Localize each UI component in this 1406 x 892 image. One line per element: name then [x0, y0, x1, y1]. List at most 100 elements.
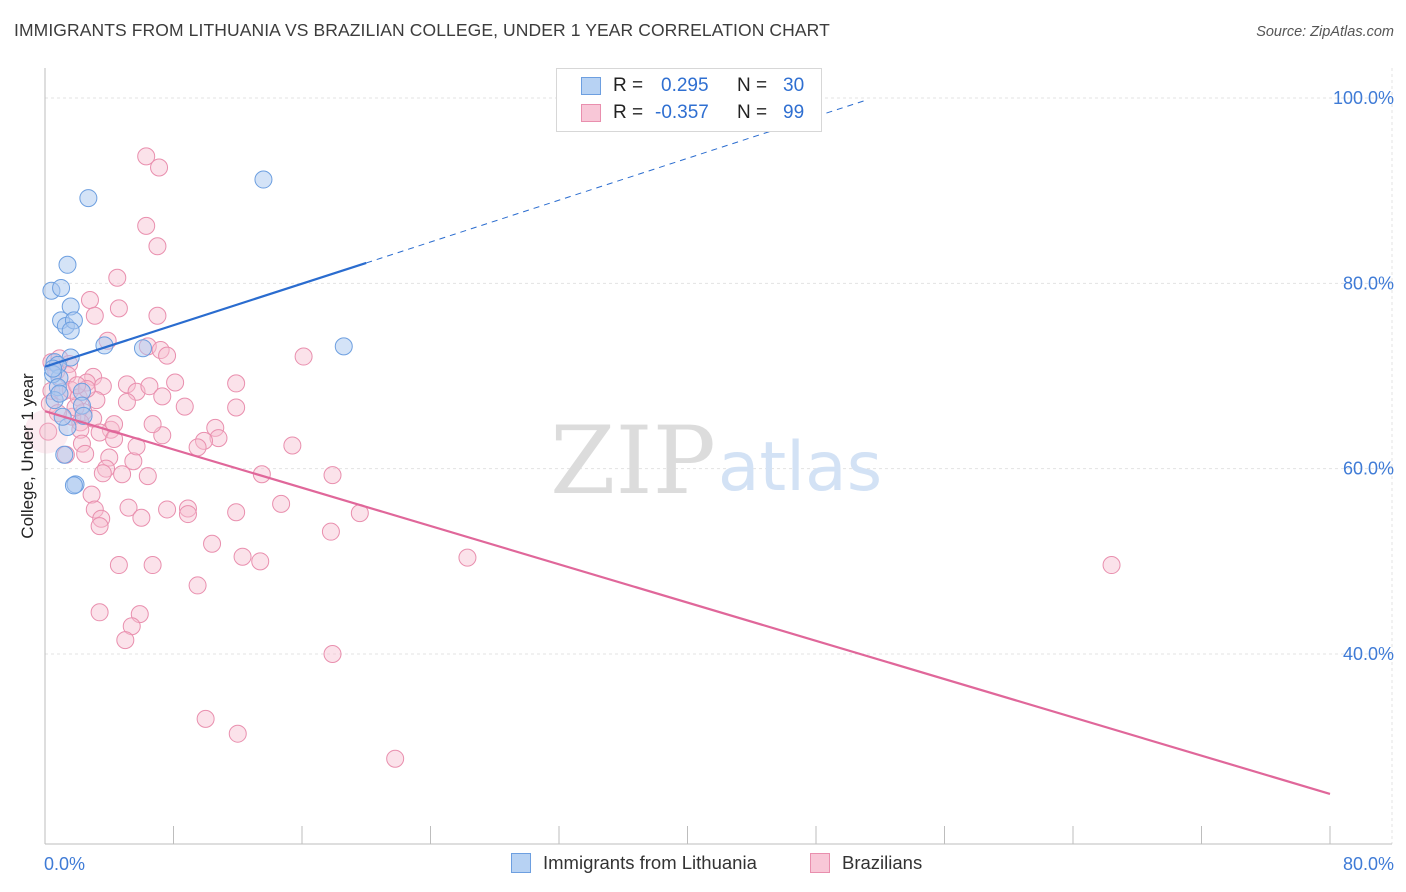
lithuania-point — [44, 359, 63, 378]
lithuania-point — [254, 170, 273, 189]
brazilians-point — [137, 147, 156, 166]
brazilians-point — [117, 392, 136, 411]
brazilians-point — [113, 465, 132, 484]
brazilians-point — [117, 375, 136, 394]
lithuania-point — [52, 278, 71, 297]
brazilians-point — [158, 500, 177, 519]
brazilians-point — [143, 556, 162, 575]
brazilians-point — [108, 268, 127, 287]
lithuania-point — [334, 337, 353, 356]
brazilians-point — [386, 749, 405, 768]
brazilians-point — [148, 237, 167, 256]
brazilians-point — [92, 509, 111, 528]
brazilians-point — [188, 576, 207, 595]
lithuania-point — [61, 321, 80, 340]
brazilians-point — [109, 299, 128, 318]
n-value: 30 — [783, 75, 805, 96]
brazilians-point — [188, 438, 207, 457]
brazilians-point — [178, 499, 197, 518]
brazilians-point — [85, 306, 104, 325]
n-value: 99 — [783, 102, 805, 123]
legend-swatch-blue — [511, 853, 531, 873]
lithuania-point — [79, 189, 98, 208]
brazilians-point — [85, 500, 104, 519]
grid-lines — [45, 68, 1393, 844]
watermark-zip: ZIP — [550, 407, 716, 516]
brazilians-point — [178, 505, 197, 524]
brazilians-point — [116, 631, 135, 650]
brazilians-point — [143, 415, 162, 434]
brazilians-point — [140, 377, 159, 396]
brazilians-point — [209, 429, 228, 448]
axes — [44, 68, 1392, 845]
brazilians-point — [124, 452, 143, 471]
legend-row-lithuania: R = 0.295 N = 30 — [581, 74, 804, 98]
brazilians-point — [228, 724, 247, 743]
brazilians-point — [100, 448, 119, 467]
brazilians-point — [203, 534, 222, 553]
brazilians-point — [90, 517, 109, 536]
brazilians-point — [82, 485, 101, 504]
correlation-legend: R = 0.295 N = 30 R = -0.357 N = 99 — [556, 68, 822, 132]
brazilians-point — [119, 498, 138, 517]
x-tick-label: 0.0% — [44, 854, 85, 874]
brazilians-point — [227, 374, 246, 393]
lithuania-point — [58, 255, 77, 274]
brazilians-point — [272, 494, 291, 513]
brazilians-point — [227, 503, 246, 522]
legend-swatch-pink — [581, 104, 601, 122]
lithuania-point — [133, 339, 152, 358]
brazilians-trendline — [44, 410, 1331, 795]
brazilians-point — [175, 397, 194, 416]
brazilians-point — [138, 467, 157, 486]
y-tick-label: 100.0% — [1333, 88, 1394, 108]
legend-item-lithuania[interactable]: Immigrants from Lithuania — [511, 852, 757, 874]
legend-item-brazilians[interactable]: Brazilians — [810, 852, 922, 874]
n-label: N = — [737, 102, 768, 123]
brazilians-point — [109, 556, 128, 575]
trend-lines — [44, 100, 1331, 795]
series-legend: Immigrants from Lithuania Brazilians — [0, 852, 1406, 876]
r-value: -0.357 — [655, 102, 709, 123]
brazilians-point — [1102, 556, 1121, 575]
y-tick-label: 60.0% — [1343, 459, 1394, 479]
brazilians-point — [72, 434, 91, 453]
x-tick-label: 80.0% — [1343, 854, 1394, 874]
brazilians-point — [150, 158, 169, 177]
brazilians-point — [39, 422, 58, 441]
lithuania-point — [50, 384, 69, 403]
y-tick-label: 40.0% — [1343, 644, 1394, 664]
watermark: ZIP atlas — [550, 407, 882, 516]
lithuania-point — [74, 406, 93, 425]
brazilians-point — [294, 347, 313, 366]
brazilians-point — [251, 552, 270, 571]
y-tick-label: 80.0% — [1343, 273, 1394, 293]
r-label: R = — [613, 102, 644, 123]
r-label: R = — [613, 75, 644, 96]
brazilians-point — [227, 398, 246, 417]
brazilians-point — [105, 430, 124, 449]
legend-row-brazilians: R = -0.357 N = 99 — [581, 101, 804, 125]
brazilians-point — [323, 645, 342, 663]
r-value: 0.295 — [661, 75, 709, 96]
chart-title: IMMIGRANTS FROM LITHUANIA VS BRAZILIAN C… — [14, 20, 830, 40]
brazilians-point — [93, 464, 112, 483]
legend-swatch-pink — [810, 853, 830, 873]
brazilians-point — [206, 418, 225, 437]
y-axis-label: College, Under 1 year — [18, 373, 37, 539]
legend-label: Brazilians — [842, 852, 923, 873]
brazilians-point — [80, 291, 99, 310]
lithuania-point — [55, 445, 74, 464]
watermark-atlas: atlas — [718, 428, 882, 507]
legend-swatch-blue — [581, 77, 601, 95]
brazilians-point — [132, 508, 151, 527]
brazilians-point — [233, 547, 252, 566]
brazilians-point — [158, 346, 177, 365]
brazilians-point — [153, 387, 172, 406]
lithuania-points — [42, 170, 353, 495]
brazilians-point — [321, 522, 340, 541]
brazilians-point — [283, 436, 302, 455]
brazilians-point — [323, 466, 342, 485]
brazilians-point — [166, 373, 185, 392]
